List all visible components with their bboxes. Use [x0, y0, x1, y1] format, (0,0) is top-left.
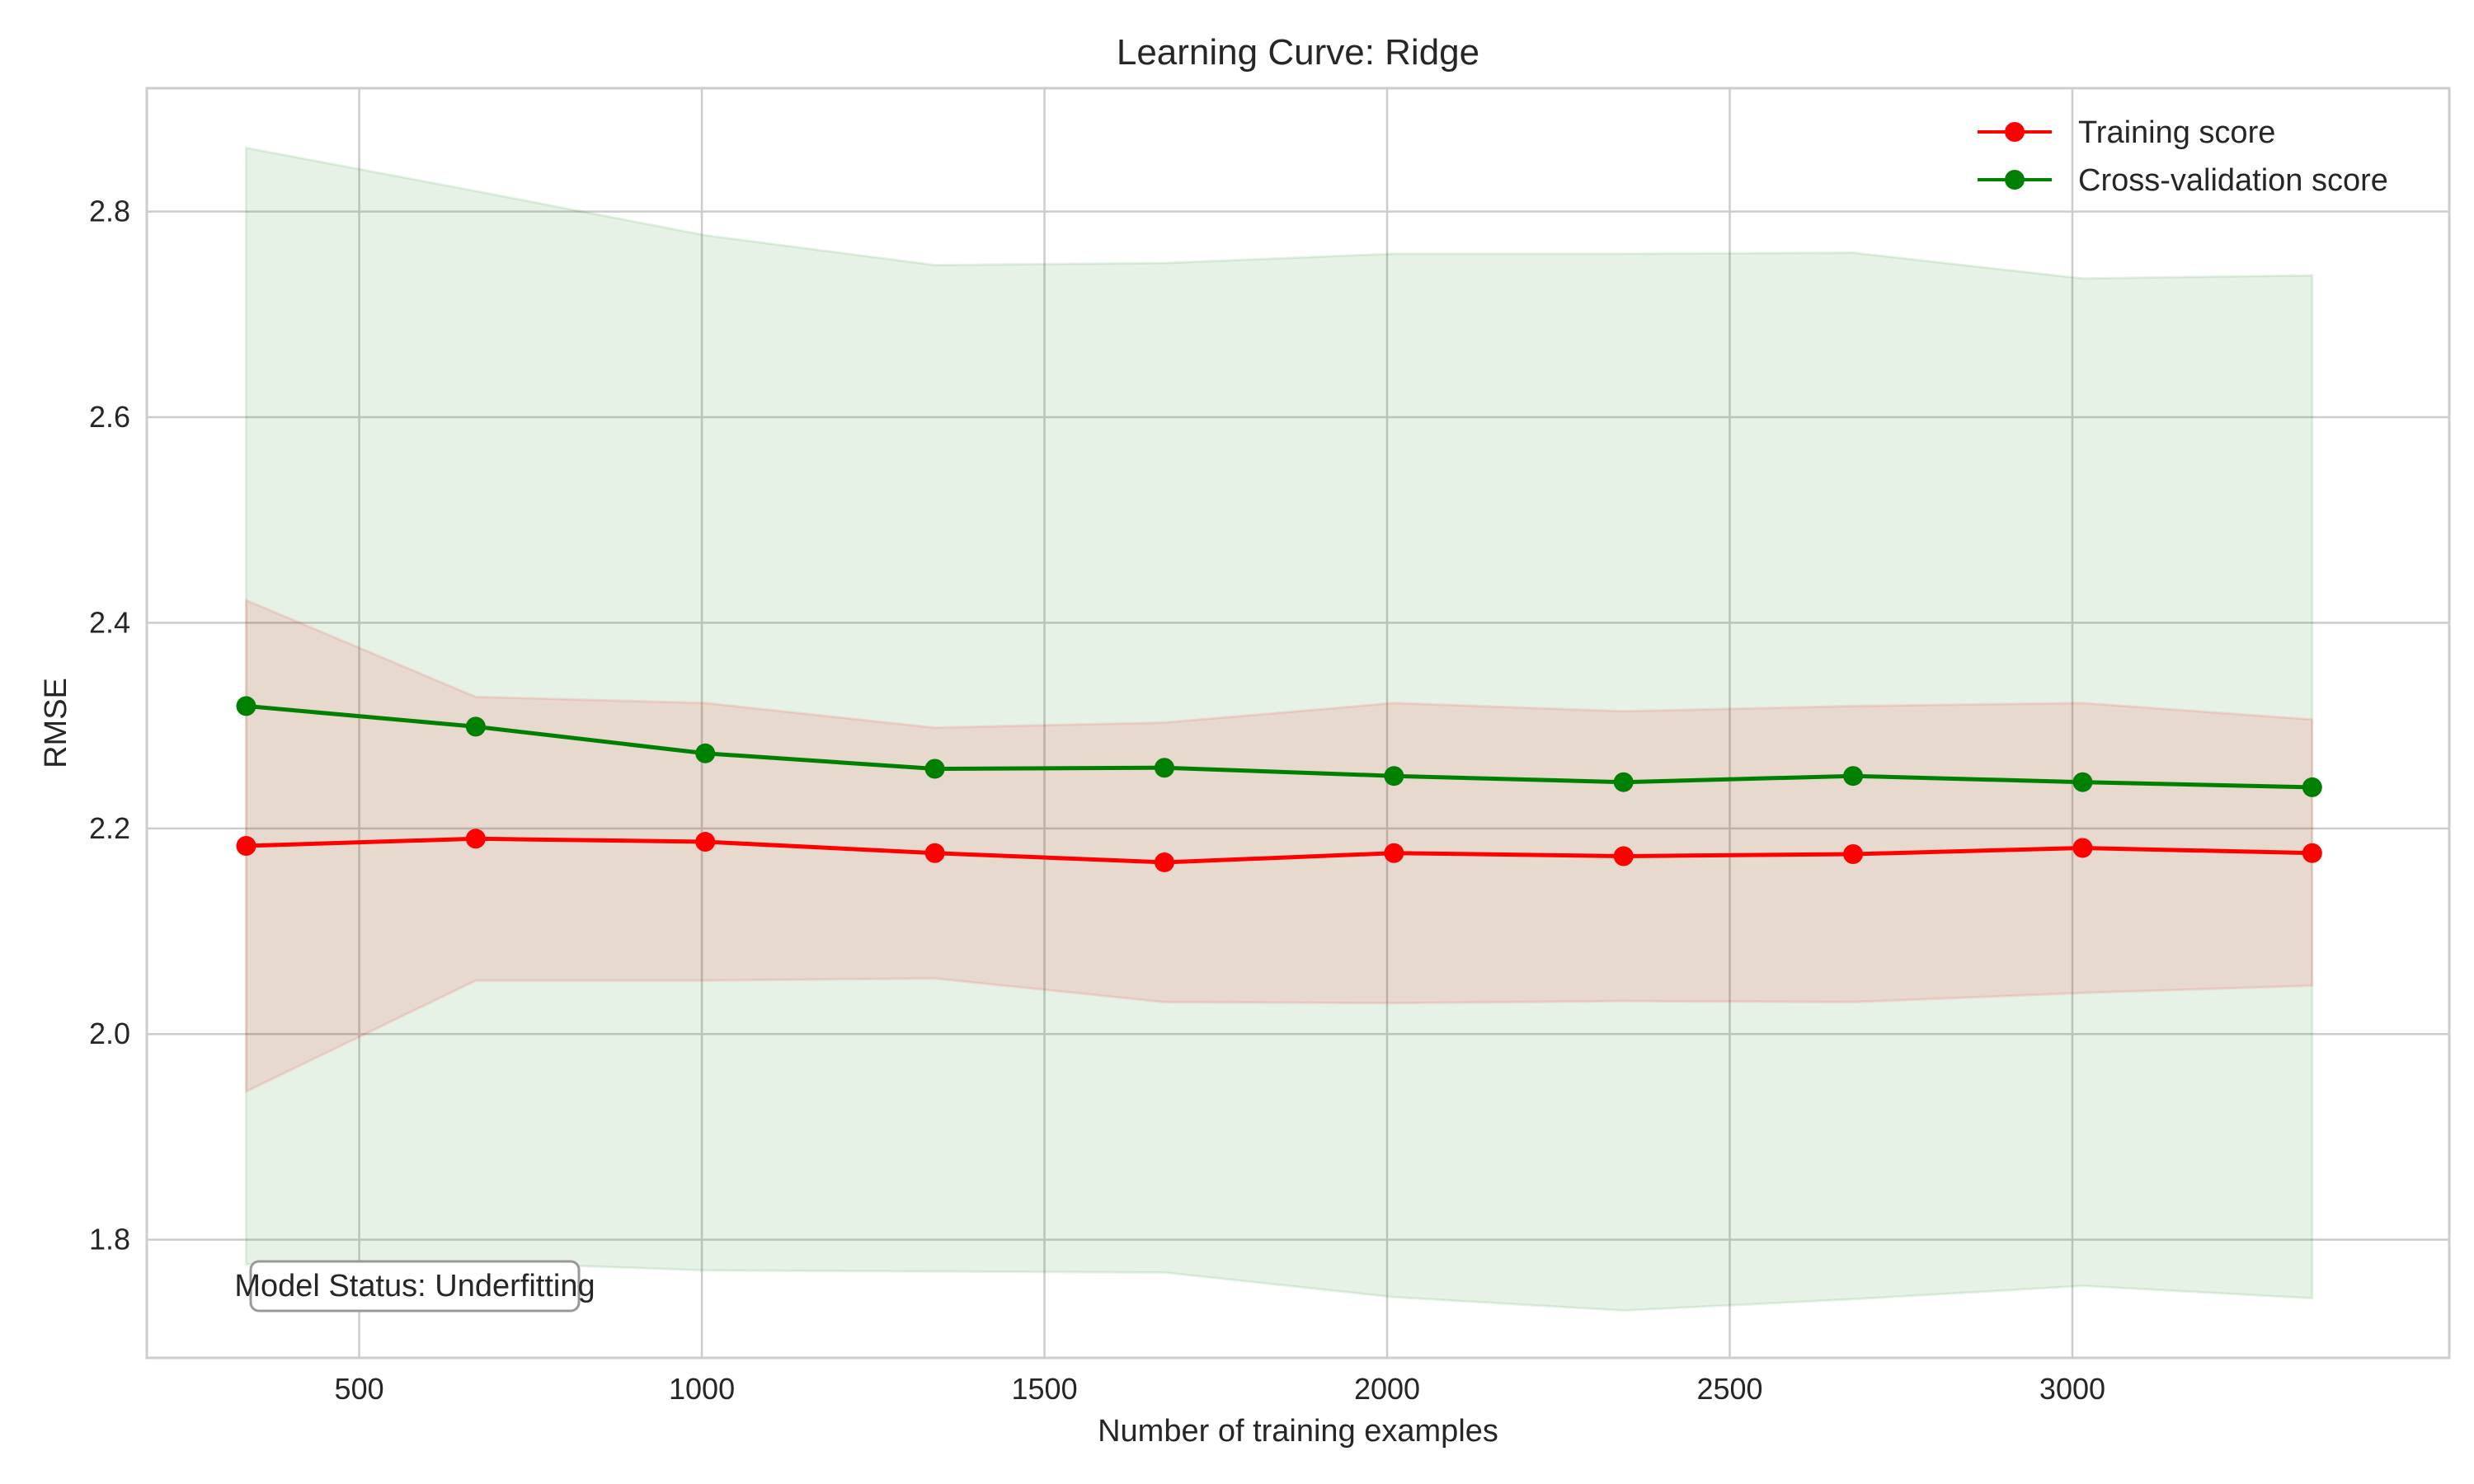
- cv-score-point: [1613, 772, 1634, 792]
- plot-frame: [145, 87, 2451, 1360]
- cv-score-point: [2072, 772, 2093, 792]
- training-score-point: [465, 829, 486, 849]
- x-tick-label: 1500: [1012, 1372, 1078, 1406]
- cv-score-point: [1154, 758, 1174, 778]
- y-tick-label: 2.0: [89, 1017, 130, 1050]
- model-status-text: Model Status: Underfitting: [234, 1269, 595, 1303]
- y-tick-label: 1.8: [89, 1223, 130, 1256]
- legend-cv-label: Cross-validation score: [2078, 163, 2388, 198]
- y-tick-label: 2.4: [89, 605, 130, 639]
- training-score-point: [1843, 843, 1864, 864]
- line-layer: [236, 696, 2322, 872]
- training-score-point: [236, 836, 256, 857]
- training-score-point: [2302, 843, 2322, 863]
- training-score-point: [1613, 846, 1634, 866]
- cv-score-point: [695, 743, 716, 763]
- cv-score-point: [465, 716, 486, 737]
- band-layer: [244, 146, 2314, 1313]
- tick-layer: 500 1000 1500 2000 2500 3000 1.8 2.0 2.2 2.4 2.6 2.…: [89, 195, 2105, 1406]
- x-tick-label: 2000: [1354, 1372, 1420, 1406]
- x-axis-label: Number of training examples: [1098, 1414, 1498, 1449]
- training-score-band: [244, 598, 2314, 1094]
- training-score-line: [246, 836, 2312, 865]
- y-tick-label: 2.8: [89, 195, 130, 228]
- training-score-point: [1384, 843, 1404, 863]
- legend-training-label: Training score: [2078, 115, 2275, 150]
- x-tick-label: 2500: [1696, 1372, 1762, 1406]
- training-score-point: [1154, 852, 1174, 872]
- cv-score-point: [1843, 766, 1864, 787]
- y-tick-label: 2.2: [89, 811, 130, 845]
- cv-score-point: [924, 758, 945, 779]
- legend: Training score Cross-validation score: [1978, 115, 2388, 198]
- cv-score-band: [244, 146, 2314, 1313]
- x-tick-label: 500: [335, 1372, 384, 1406]
- training-score-point: [695, 832, 716, 852]
- y-axis-label: RMSE: [39, 678, 73, 768]
- legend-cv-marker: [2005, 170, 2025, 190]
- cv-score-line: [246, 703, 2312, 790]
- cv-score-point: [2302, 777, 2322, 797]
- model-status-box: Model Status: Underfitting: [234, 1260, 595, 1313]
- training-score-point: [924, 843, 945, 863]
- chart-title: Learning Curve: Ridge: [1117, 32, 1479, 73]
- legend-training-marker: [2005, 122, 2025, 142]
- training-score-point: [2072, 838, 2093, 858]
- model-status-frame: [249, 1260, 581, 1313]
- x-tick-label: 1000: [669, 1372, 735, 1406]
- cv-score-point: [236, 696, 256, 716]
- cv-score-point: [1384, 766, 1404, 787]
- grid-layer: [147, 88, 2449, 1358]
- x-tick-label: 3000: [2039, 1372, 2105, 1406]
- y-tick-label: 2.6: [89, 400, 130, 434]
